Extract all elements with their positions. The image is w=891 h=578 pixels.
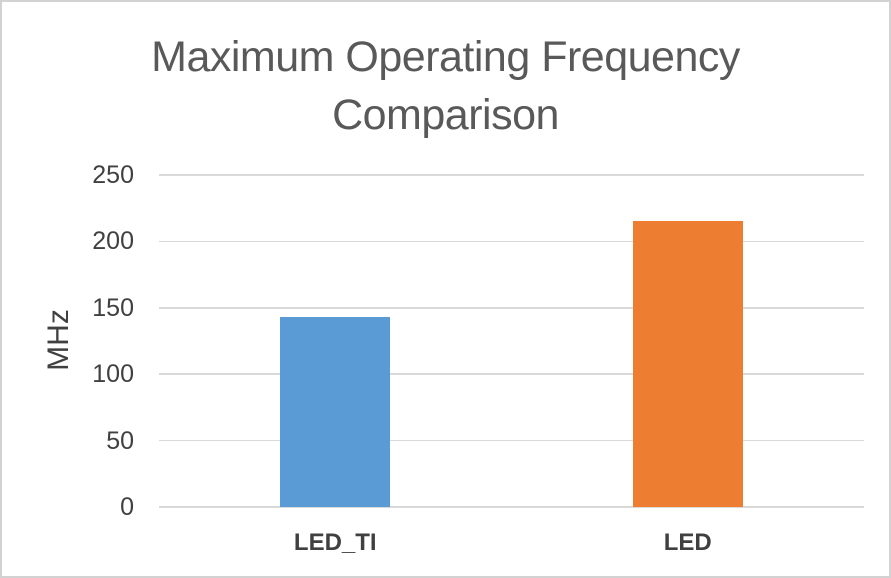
y-tick-label-50: 50: [106, 426, 134, 455]
gridline-150: [159, 307, 864, 309]
gridline-0: [159, 506, 864, 508]
chart-title: Maximum Operating Frequency Comparison: [151, 33, 740, 139]
gridline-100: [159, 373, 864, 375]
bar-led_ti: [280, 317, 391, 507]
bar-led: [632, 221, 743, 507]
y-tick-label-100: 100: [92, 360, 134, 389]
gridline-250: [159, 174, 864, 176]
y-tick-label-150: 150: [92, 293, 134, 322]
y-tick-label-250: 250: [92, 161, 134, 189]
gridline-200: [159, 240, 864, 243]
y-tick-label-200: 200: [92, 227, 134, 256]
x-category-label-led: LED: [663, 529, 712, 556]
gridline-50: [159, 439, 864, 442]
x-category-label-led_ti: LED_TI: [293, 529, 377, 556]
y-tick-label-0: 0: [120, 493, 134, 521]
